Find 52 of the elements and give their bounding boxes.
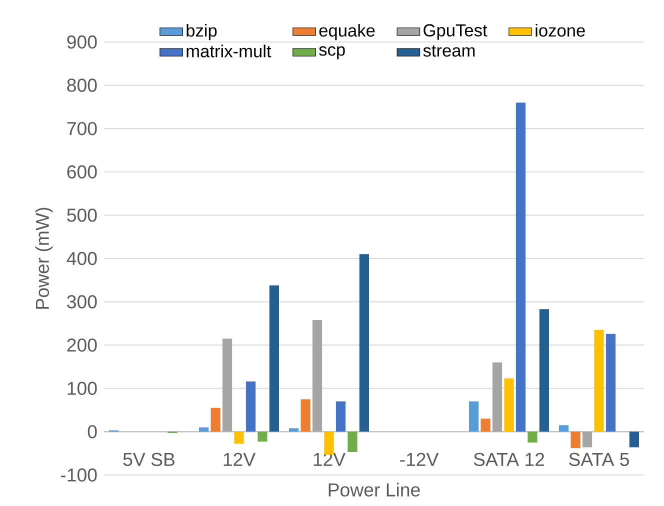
bar: [210, 408, 220, 432]
bar: [222, 338, 232, 432]
bar: [246, 381, 256, 432]
bar: [234, 432, 244, 444]
legend-label: iozone: [536, 24, 585, 37]
y-tick-label: 300: [67, 295, 97, 308]
bar: [629, 432, 639, 448]
legend-label: GpuTest: [424, 24, 488, 40]
legend-label: bzip: [186, 24, 217, 40]
bar: [348, 432, 358, 452]
bar: [324, 432, 334, 455]
bar: [258, 432, 268, 442]
bar: [300, 399, 310, 432]
y-axis-title: Power (mW): [35, 208, 53, 309]
bar: [606, 334, 616, 432]
y-tick-label: 100: [68, 382, 97, 395]
bar: [269, 285, 279, 432]
x-tick-label: 12V: [224, 452, 256, 466]
bar: [199, 427, 209, 432]
legend-label: equake: [319, 24, 375, 40]
y-tick-label: 0: [88, 425, 97, 438]
legend-label: stream: [423, 45, 475, 57]
x-tick-label: SATA 12: [474, 452, 544, 466]
bar: [528, 432, 538, 443]
bar: [468, 401, 479, 432]
y-tick-label: 700: [67, 122, 97, 136]
bar: [539, 309, 549, 432]
y-tick-label: 600: [67, 165, 97, 178]
bar: [492, 362, 502, 432]
legend-label: matrix-mult: [186, 44, 272, 58]
y-tick-label: 800: [67, 78, 97, 92]
bar: [516, 102, 526, 432]
bar: [480, 418, 490, 432]
legend-label: scp: [319, 46, 345, 60]
x-axis-title: Power Line: [328, 482, 420, 497]
y-tick-label: -100: [60, 468, 97, 482]
bar: [359, 254, 369, 432]
bar: [594, 330, 604, 432]
bar: [582, 432, 592, 448]
y-tick-label: 900: [67, 35, 97, 49]
bar: [336, 401, 346, 432]
bar: [570, 432, 580, 448]
bar: [288, 428, 299, 432]
y-tick-label: 500: [67, 208, 97, 222]
y-tick-label: 400: [66, 252, 97, 266]
x-tick-label: -12V: [400, 452, 439, 466]
x-tick-label: 5V SB: [123, 452, 174, 466]
bar: [312, 320, 322, 432]
bar: [558, 425, 569, 432]
x-tick-label: SATA 5: [569, 452, 629, 466]
y-tick-label: 200: [67, 338, 97, 352]
bar: [504, 378, 514, 432]
